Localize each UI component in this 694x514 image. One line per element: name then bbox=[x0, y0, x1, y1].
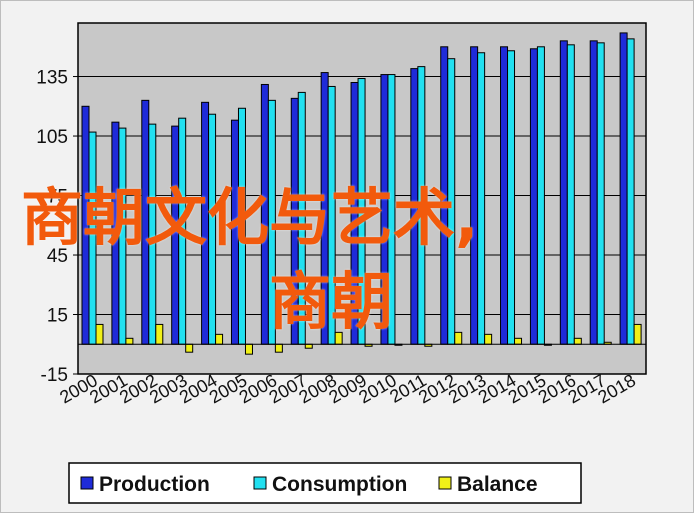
y-tick-label: 135 bbox=[36, 68, 68, 89]
bar-consumption-2011 bbox=[417, 66, 426, 345]
bar-balance-2008 bbox=[334, 331, 343, 345]
bar-balance-2012 bbox=[454, 331, 463, 345]
bar-consumption-2016 bbox=[566, 44, 575, 345]
bar-consumption-2018 bbox=[626, 38, 635, 345]
bar-balance-2001 bbox=[125, 337, 134, 345]
bar-balance-2018 bbox=[633, 323, 642, 345]
bar-consumption-2000 bbox=[88, 131, 97, 345]
bar-consumption-2009 bbox=[357, 78, 366, 345]
bar-consumption-2012 bbox=[447, 58, 456, 345]
bar-balance-2000 bbox=[95, 323, 104, 345]
bar-production-2011 bbox=[410, 68, 419, 345]
bar-consumption-2013 bbox=[477, 52, 486, 345]
bar-balance-2013 bbox=[484, 333, 493, 345]
legend-label-consumption: Consumption bbox=[272, 473, 407, 496]
bar-production-2012 bbox=[440, 46, 449, 345]
bar-balance-2004 bbox=[215, 333, 224, 345]
bar-balance-2003 bbox=[185, 343, 194, 353]
bar-consumption-2015 bbox=[536, 46, 545, 345]
y-tick-label: 75 bbox=[47, 187, 68, 208]
bar-balance-2007 bbox=[304, 343, 313, 349]
bar-balance-2014 bbox=[514, 337, 523, 345]
bar-production-2002 bbox=[141, 99, 150, 345]
bar-consumption-2005 bbox=[237, 107, 246, 345]
bar-consumption-2001 bbox=[118, 127, 127, 345]
legend-label-production: Production bbox=[99, 473, 210, 496]
bar-production-2016 bbox=[559, 40, 568, 345]
bar-production-2010 bbox=[380, 74, 389, 345]
legend-swatch-production bbox=[80, 476, 94, 490]
bar-production-2001 bbox=[111, 121, 120, 345]
bar-production-2018 bbox=[619, 32, 628, 345]
bar-production-2013 bbox=[470, 46, 479, 345]
plot-border bbox=[77, 22, 647, 375]
legend bbox=[68, 462, 582, 504]
bar-production-2000 bbox=[81, 105, 90, 345]
y-tick-label: 45 bbox=[47, 246, 68, 267]
bar-production-2007 bbox=[290, 97, 299, 345]
bar-consumption-2004 bbox=[208, 113, 217, 345]
legend-swatch-balance bbox=[438, 476, 452, 490]
bar-balance-2005 bbox=[244, 343, 253, 355]
bar-balance-2002 bbox=[155, 323, 164, 345]
bar-production-2003 bbox=[171, 125, 180, 345]
bar-consumption-2002 bbox=[148, 123, 157, 345]
y-tick-label: -15 bbox=[41, 365, 68, 386]
bar-consumption-2007 bbox=[297, 91, 306, 345]
bar-production-2014 bbox=[500, 46, 509, 345]
bar-balance-2016 bbox=[573, 337, 582, 345]
bar-production-2005 bbox=[230, 119, 239, 345]
legend-label-balance: Balance bbox=[457, 473, 538, 496]
legend-swatch-consumption bbox=[253, 476, 267, 490]
bar-consumption-2003 bbox=[178, 117, 187, 345]
bar-consumption-2017 bbox=[596, 42, 605, 345]
bar-production-2015 bbox=[529, 48, 538, 345]
bar-consumption-2010 bbox=[387, 74, 396, 345]
y-tick-label: 105 bbox=[36, 127, 68, 148]
bar-production-2004 bbox=[201, 101, 210, 345]
bar-consumption-2008 bbox=[327, 85, 336, 345]
y-tick-label: 15 bbox=[47, 306, 68, 327]
bar-balance-2006 bbox=[274, 343, 283, 353]
bar-consumption-2006 bbox=[267, 99, 276, 345]
bar-production-2017 bbox=[589, 40, 598, 345]
bar-production-2008 bbox=[320, 72, 329, 345]
bar-consumption-2014 bbox=[507, 50, 516, 345]
bar-production-2006 bbox=[260, 83, 269, 345]
bar-production-2009 bbox=[350, 81, 359, 345]
